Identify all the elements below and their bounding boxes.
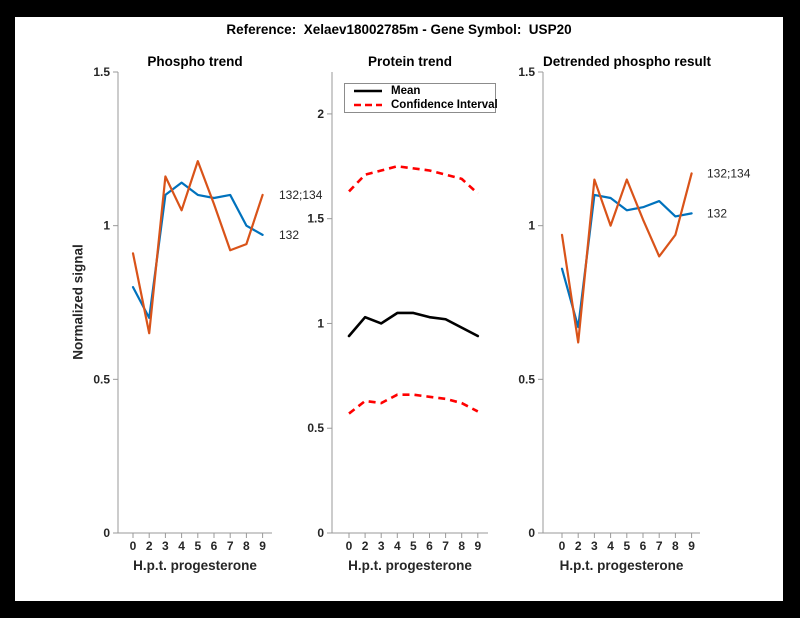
series-line-ci-lower	[348, 393, 479, 415]
x-tick-label: 0	[559, 539, 566, 553]
y-tick-label: 0	[317, 526, 324, 540]
x-tick-label: 3	[591, 539, 598, 553]
legend-label-mean: Mean	[391, 85, 421, 97]
y-tick-label: 0.5	[93, 372, 110, 386]
x-tick-label: 4	[178, 539, 185, 553]
y-tick-label: 1	[528, 219, 535, 233]
legend-label-confidence-interval: Confidence Interval	[391, 99, 498, 111]
x-tick-label: 0	[130, 539, 137, 553]
y-tick-label: 1	[317, 316, 324, 330]
mean-line-sample-icon	[354, 89, 382, 93]
x-tick-label: 5	[623, 539, 630, 553]
legend-item-mean: Mean	[345, 84, 495, 98]
y-tick-label: 0.5	[518, 372, 535, 386]
panel-title-phospho-trend: Phospho trend	[147, 54, 243, 69]
x-tick-label: 9	[259, 539, 266, 553]
x-tick-label: 4	[607, 539, 614, 553]
series-line-132-134	[560, 172, 693, 344]
y-tick-label: 1	[103, 219, 110, 233]
x-tick-label: 2	[362, 539, 369, 553]
y-tick-label: 2	[317, 107, 324, 121]
legend-item-confidence-interval: Confidence Interval	[345, 98, 498, 112]
x-tick-label: 3	[378, 539, 385, 553]
x-tick-label: 5	[410, 539, 417, 553]
x-tick-label: 8	[243, 539, 250, 553]
x-tick-label: 0	[346, 539, 353, 553]
series-line-ci-upper	[348, 164, 479, 195]
y-tick-label: 0	[103, 526, 110, 540]
x-tick-label: 7	[227, 539, 234, 553]
x-tick-label: 6	[426, 539, 433, 553]
x-tick-label: 2	[575, 539, 582, 553]
x-tick-label: 8	[458, 539, 465, 553]
figure-title: Reference: Xelaev18002785m - Gene Symbol…	[226, 22, 572, 37]
series-line-132-134	[131, 160, 264, 335]
x-tick-label: 8	[672, 539, 679, 553]
x-tick-label: 4	[394, 539, 401, 553]
x-tick-label: 3	[162, 539, 169, 553]
line-end-label: 132	[279, 228, 299, 242]
y-tick-label: 1.5	[518, 65, 535, 79]
ci-line-sample-icon	[354, 103, 382, 107]
y-tick-label: 0.5	[307, 421, 324, 435]
line-end-label: 132;134	[707, 166, 751, 180]
y-tick-label: 1.5	[93, 65, 110, 79]
x-tick-label: 9	[474, 539, 481, 553]
x-tick-label: 5	[194, 539, 201, 553]
x-tick-label: 6	[640, 539, 647, 553]
x-tick-label: 7	[656, 539, 663, 553]
panel-title-detrended-result: Detrended phospho result	[543, 54, 712, 69]
x-axis-label-phospho: H.p.t. progesterone	[133, 558, 257, 573]
x-axis-label-detrended: H.p.t. progesterone	[559, 558, 684, 573]
x-tick-label: 9	[688, 539, 695, 553]
line-end-label: 132	[707, 206, 727, 220]
y-tick-label: 1.5	[307, 212, 324, 226]
x-tick-label: 7	[442, 539, 449, 553]
x-tick-label: 6	[211, 539, 218, 553]
x-tick-label: 2	[146, 539, 153, 553]
y-tick-label: 0	[528, 526, 535, 540]
line-end-label: 132;134	[279, 188, 323, 202]
series-line-mean	[347, 311, 480, 338]
legend: Mean Confidence Interval	[344, 83, 498, 113]
x-axis-label-protein: H.p.t. progesterone	[348, 558, 472, 573]
panel-title-protein-trend: Protein trend	[367, 54, 452, 69]
figure-canvas: Reference: Xelaev18002785m - Gene Symbol…	[15, 17, 783, 601]
